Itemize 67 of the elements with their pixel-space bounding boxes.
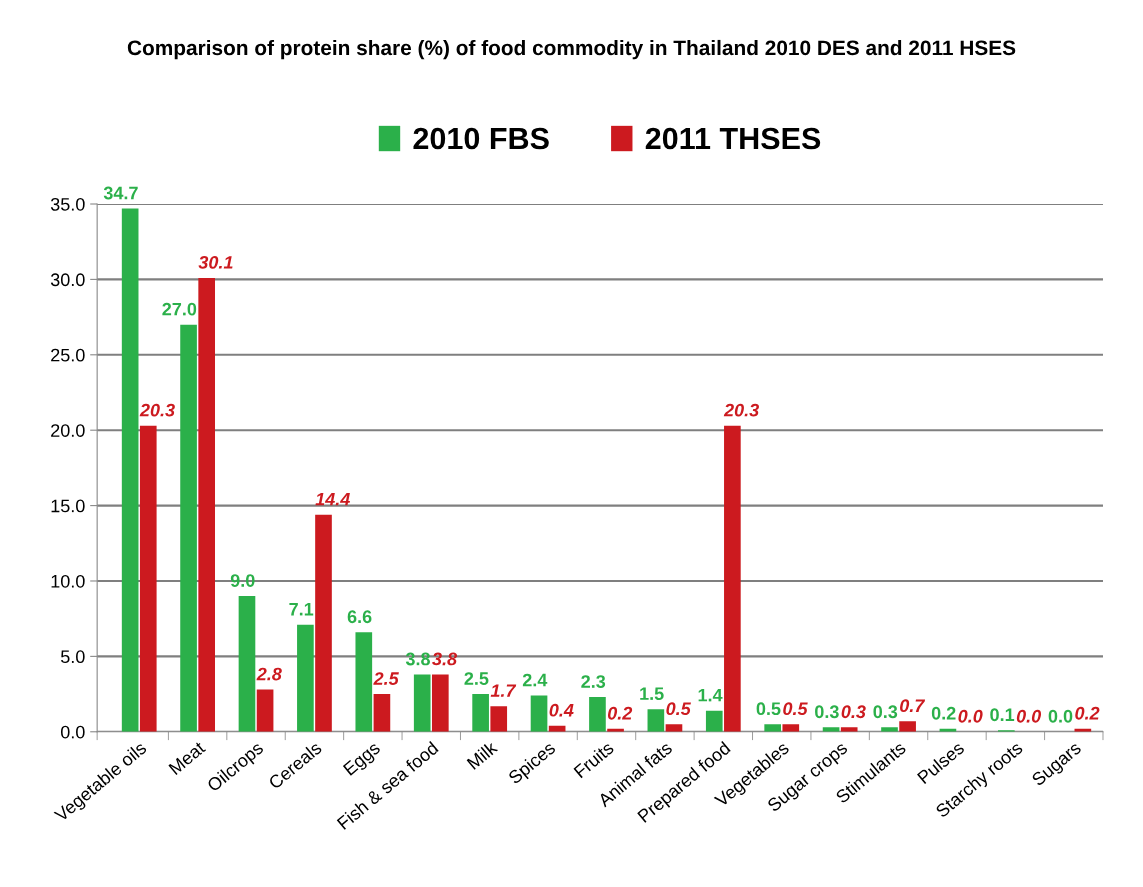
bar: [256, 689, 274, 732]
data-label: 0.0: [1048, 709, 1073, 723]
bar: [297, 624, 314, 732]
data-label: 2.8: [256, 667, 282, 681]
data-label: 0.0: [958, 709, 983, 723]
data-label: 0.0: [1016, 709, 1042, 723]
bar: [840, 727, 858, 732]
bar: [899, 721, 916, 732]
bar: [881, 727, 898, 732]
data-label: 0.2: [607, 706, 633, 720]
y-tick-label: 25.0: [51, 348, 85, 362]
data-label: 1.5: [640, 687, 664, 701]
bar: [238, 596, 256, 732]
data-label: 0.3: [873, 705, 898, 719]
data-label: 1.7: [490, 684, 517, 697]
data-label: 34.7: [103, 186, 138, 200]
data-label: 2.5: [373, 672, 399, 685]
data-label: 0.2: [1075, 706, 1100, 720]
y-tick-label: 35.0: [50, 197, 85, 211]
y-tick-label: 15.0: [51, 499, 85, 513]
y-tick-label: 20.0: [51, 424, 85, 437]
bar: [431, 674, 449, 732]
y-tick-label: 10.0: [51, 574, 85, 588]
bar: [472, 694, 489, 732]
bar: [121, 208, 139, 732]
data-label: 0.2: [931, 706, 956, 720]
bar: [764, 724, 782, 732]
data-label: 2.3: [581, 675, 606, 688]
data-label: 0.3: [815, 705, 839, 719]
bar: [782, 724, 800, 732]
legend-label: 2011 THSES: [645, 127, 821, 150]
data-label: 0.4: [549, 703, 574, 717]
data-label: 27.0: [162, 302, 197, 316]
bar: [355, 632, 373, 732]
bar: [198, 277, 216, 732]
bar: [315, 514, 332, 732]
data-label: 2.4: [522, 673, 548, 687]
data-label: 0.1: [990, 708, 1015, 722]
data-label: 0.7: [900, 699, 926, 713]
data-label: 7.1: [289, 602, 314, 616]
data-label: 14.4: [315, 492, 350, 506]
bar: [647, 709, 665, 732]
chart-title: Comparison of protein share (%) of food commodity in Thailand 2010 DES and 2011 HSES: [127, 39, 1016, 60]
bar: [530, 695, 548, 732]
data-label: 0.5: [756, 702, 781, 716]
y-tick-label: 5.0: [60, 650, 85, 664]
data-label: 0.5: [666, 702, 691, 716]
data-label: 0.5: [783, 702, 808, 716]
bar: [724, 425, 741, 732]
bar: [180, 324, 197, 732]
bar: [373, 694, 391, 732]
data-label: 1.4: [698, 688, 723, 702]
y-tick-label: 0.0: [60, 725, 85, 739]
x-tick-label: Milk: [466, 740, 499, 770]
data-label: 20.3: [723, 403, 759, 417]
legend-label: 2010 FBS: [413, 127, 549, 150]
bar: [705, 710, 723, 732]
data-label: 6.6: [347, 610, 372, 624]
data-label: 30.1: [198, 255, 233, 269]
bar: [139, 425, 157, 732]
bar: [490, 706, 508, 732]
bar: [413, 674, 431, 732]
data-label: 0.3: [841, 705, 866, 719]
data-label: 20.3: [139, 403, 175, 417]
data-label: 2.5: [464, 672, 489, 685]
y-tick-label: 30.0: [50, 273, 85, 287]
bar: [589, 697, 606, 732]
